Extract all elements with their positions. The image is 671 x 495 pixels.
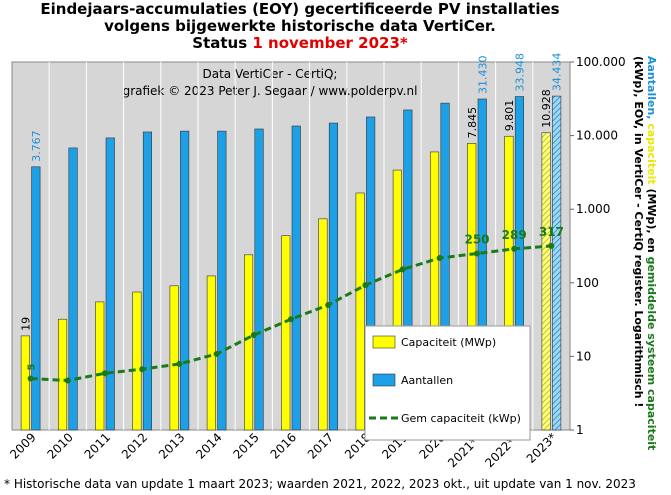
- legend-label: Capaciteit (MWp): [401, 336, 496, 349]
- bar: [20, 335, 30, 431]
- x-tick-label: 2012: [119, 430, 150, 461]
- bar: [105, 137, 115, 431]
- bar: [169, 285, 179, 431]
- line-point: [102, 370, 108, 377]
- bar: [355, 192, 365, 431]
- line-point: [139, 366, 146, 373]
- x-tick-label: 2009: [7, 430, 38, 461]
- status-prefix: Status: [192, 34, 247, 52]
- bar: [180, 130, 190, 431]
- line-point: [250, 332, 257, 339]
- line-point: [27, 375, 34, 382]
- bar: [291, 125, 301, 431]
- y-axis-title: Aantallen, capaciteit (MWp), en gemiddel…: [645, 56, 658, 450]
- value-label: 33.948: [513, 53, 526, 92]
- value-label: 5: [27, 364, 38, 371]
- value-label: 31.430: [476, 55, 489, 94]
- line-point: [176, 360, 183, 367]
- line-point: [325, 301, 332, 308]
- line-point: [436, 255, 443, 262]
- bar: [95, 301, 105, 431]
- bar: [217, 130, 227, 431]
- line-point: [64, 377, 71, 384]
- x-tick-label: 2010: [44, 430, 75, 461]
- y-tick-label: 10.000: [576, 129, 618, 143]
- line-point: [511, 245, 518, 252]
- line-point: [548, 242, 555, 249]
- bar: [541, 132, 551, 431]
- value-label: 9.801: [503, 100, 516, 132]
- x-tick-label: 2016: [268, 430, 299, 461]
- bar: [328, 122, 339, 431]
- y-axis-title-part: gemiddelde systeem capaciteit: [645, 257, 658, 451]
- legend-label: Aantallen: [401, 374, 453, 387]
- bar: [318, 218, 328, 431]
- y-axis-title-part: (MWp), en: [645, 188, 658, 252]
- value-label: 19: [19, 317, 32, 331]
- line-point: [362, 282, 369, 289]
- legend-swatch: [372, 335, 396, 349]
- y-axis-title: (kWp), EOV, in VertiCer - CertiQ registe…: [632, 56, 645, 407]
- x-tick-label: 2017: [305, 430, 336, 461]
- line-point: [474, 250, 480, 257]
- value-label: 10.928: [540, 89, 553, 128]
- x-tick-label: 2013: [156, 430, 187, 461]
- line-point: [213, 350, 220, 357]
- y-tick-label: 100.000: [576, 55, 626, 69]
- bar: [132, 291, 142, 431]
- bar: [68, 147, 78, 431]
- legend-label: Gem capaciteit (kWp): [401, 412, 521, 425]
- y-tick-label: 10: [576, 349, 591, 363]
- value-label: 7.845: [466, 107, 479, 139]
- bar: [31, 166, 41, 431]
- bar: [142, 131, 152, 431]
- legend-swatch: [372, 373, 396, 387]
- title-line: Eindejaars-accumulaties (EOY) gecertific…: [40, 0, 559, 18]
- y-tick-label: 1: [576, 423, 584, 437]
- line-point: [399, 266, 406, 273]
- x-tick-label: 2014: [193, 430, 224, 461]
- y-axis-title-part: capaciteit: [645, 123, 658, 184]
- subtitle: Data VertiCer - CertiQ;: [203, 67, 338, 81]
- y-axis-title-part: Aantallen,: [645, 56, 658, 119]
- value-label: 3.767: [30, 130, 43, 162]
- value-label: 289: [502, 228, 527, 242]
- footnote: * Historische data van update 1 maart 20…: [4, 477, 636, 491]
- bar: [552, 95, 562, 431]
- y-tick-label: 1.000: [576, 202, 610, 216]
- bar: [281, 235, 291, 431]
- bar: [254, 128, 264, 431]
- line-point: [288, 316, 294, 323]
- bar: [244, 254, 254, 431]
- y-axis-title-part: (kWp), EOV, in VertiCer - CertiQ registe…: [632, 56, 645, 407]
- x-tick-label: 2015: [230, 430, 261, 461]
- value-label: 34.434: [551, 53, 564, 92]
- status: Status 1 november 2023*: [192, 34, 408, 52]
- subtitle: grafiek © 2023 Peter J. Segaar / www.pol…: [123, 84, 418, 98]
- value-label: 250: [464, 233, 489, 247]
- y-tick-label: 100: [576, 276, 599, 290]
- value-label: 317: [539, 225, 564, 239]
- x-tick-label: 2011: [82, 430, 113, 461]
- status-date: 1 november 2023*: [252, 34, 408, 52]
- title-line: volgens bijgewerkte historische data Ver…: [104, 17, 496, 35]
- bar: [57, 318, 68, 431]
